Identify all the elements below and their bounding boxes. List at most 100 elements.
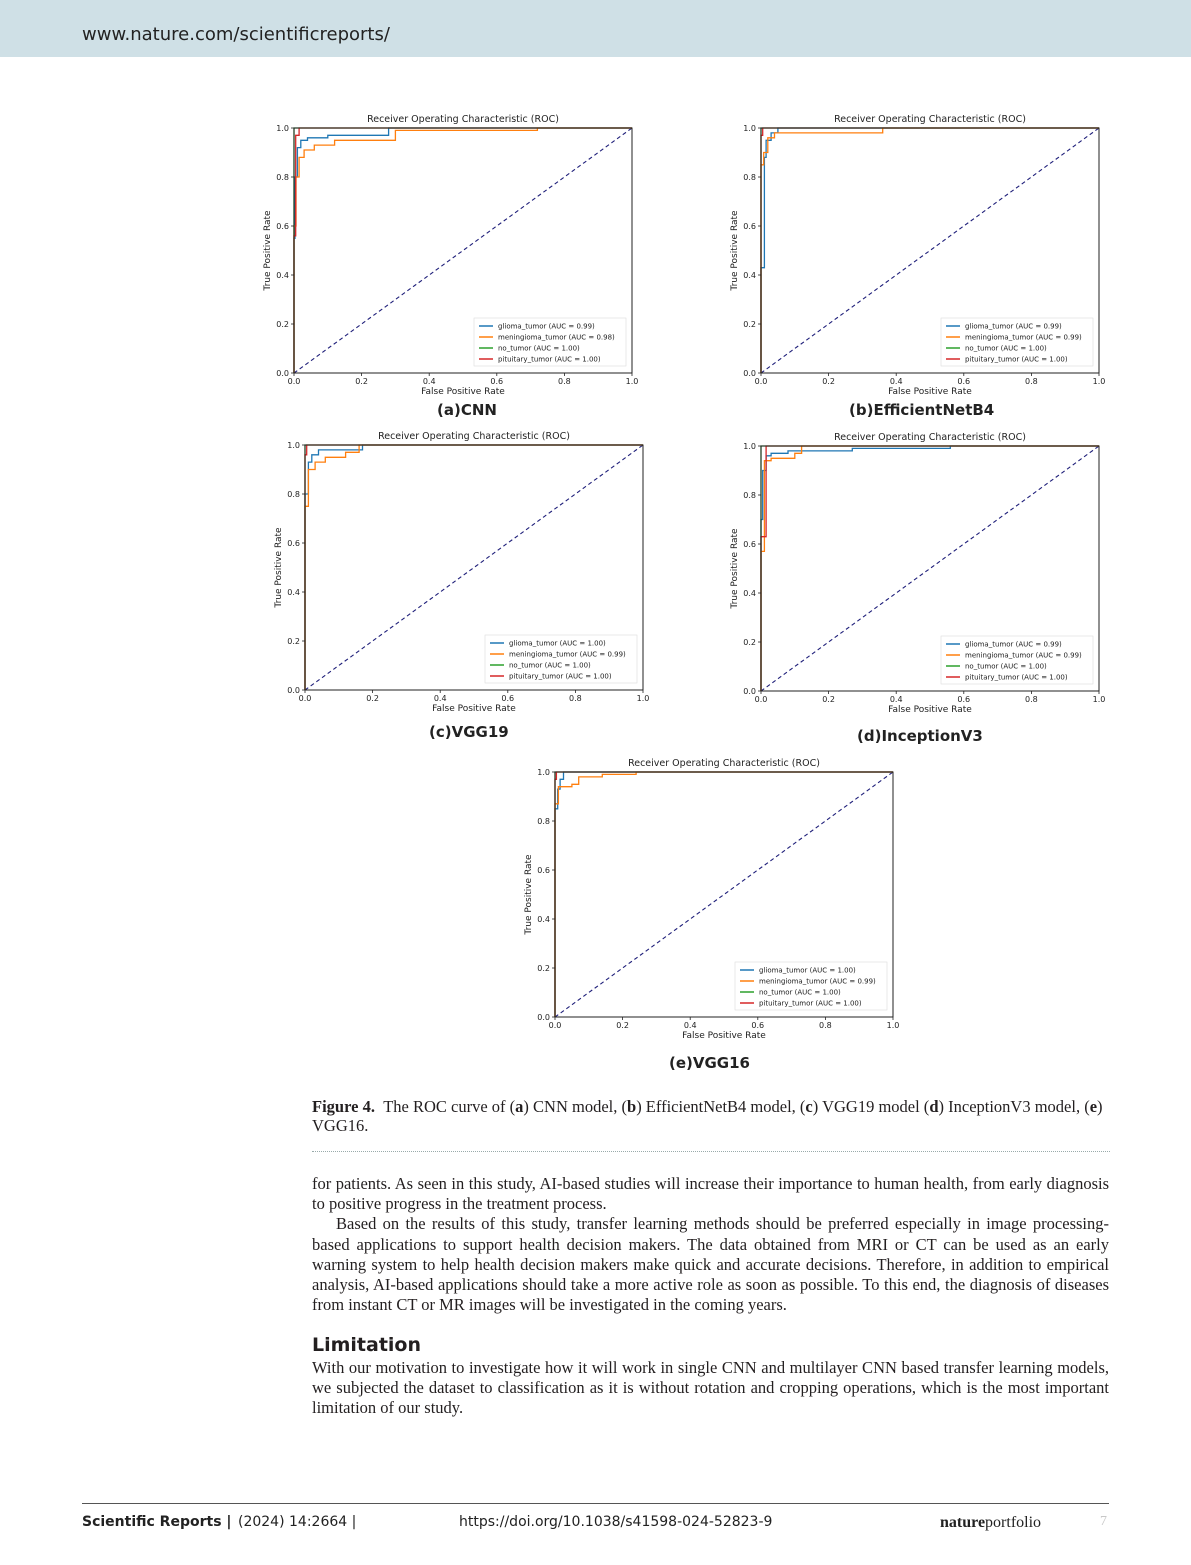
y-axis-label: True Positive Rate xyxy=(524,854,534,936)
x-tick-label: 0.2 xyxy=(616,1021,629,1030)
x-tick-label: 0.2 xyxy=(355,377,368,386)
footer-publisher-logo: natureportfolio xyxy=(940,1514,1041,1532)
roc-chart-efficientnetb4: Receiver Operating Characteristic (ROC) 0… xyxy=(730,114,1105,397)
x-tick-label: 0.2 xyxy=(822,377,835,386)
x-tick-label: 0.8 xyxy=(569,694,582,703)
roc-curve-meningioma-tumor xyxy=(760,445,1099,691)
x-tick-label: 0.6 xyxy=(490,377,503,386)
y-tick-label: 0.0 xyxy=(743,687,756,696)
page-number: 7 xyxy=(1100,1514,1107,1529)
caption-k4: d xyxy=(929,1097,939,1116)
x-tick-label: 0.4 xyxy=(684,1021,697,1030)
y-tick-label: 0.0 xyxy=(276,369,289,378)
x-tick-label: 0.0 xyxy=(299,694,312,703)
x-tick-label: 0.2 xyxy=(366,694,379,703)
y-tick-label: 0.0 xyxy=(537,1013,550,1022)
roc-curve-glioma-tumor xyxy=(760,445,1099,691)
x-tick-label: 0.4 xyxy=(890,695,903,704)
y-tick-label: 0.4 xyxy=(537,915,550,924)
x-tick-label: 1.0 xyxy=(626,377,639,386)
caption-divider xyxy=(312,1151,1110,1152)
legend-entry-no-tumor: no_tumor (AUC = 1.00) xyxy=(509,662,591,670)
footer-rule xyxy=(82,1503,1109,1504)
y-tick-label: 0.6 xyxy=(537,866,550,875)
header-url[interactable]: www.nature.com/scientificreports/ xyxy=(82,24,390,45)
legend-entry-no-tumor: no_tumor (AUC = 1.00) xyxy=(965,663,1047,671)
chart-title: Receiver Operating Characteristic (ROC) xyxy=(367,114,559,125)
y-tick-label: 0.2 xyxy=(743,320,756,329)
y-tick-label: 0.6 xyxy=(287,539,300,548)
y-tick-label: 0.0 xyxy=(743,369,756,378)
x-tick-label: 0.0 xyxy=(288,377,301,386)
panel-label-vgg19: (c)VGG19 xyxy=(429,723,509,741)
x-tick-label: 0.0 xyxy=(549,1021,562,1030)
paragraph-2: Based on the results of this study, tran… xyxy=(312,1214,1109,1315)
y-axis-label: True Positive Rate xyxy=(730,528,740,610)
x-tick-label: 0.4 xyxy=(423,377,436,386)
roc-curve-meningioma-tumor xyxy=(760,127,1099,373)
body-text: for patients. As seen in this study, AI-… xyxy=(312,1174,1109,1315)
x-tick-label: 0.2 xyxy=(822,695,835,704)
chart-title: Receiver Operating Characteristic (ROC) xyxy=(378,431,570,442)
legend-entry-glioma-tumor: glioma_tumor (AUC = 0.99) xyxy=(498,323,595,331)
y-axis-label: True Positive Rate xyxy=(274,527,284,609)
legend-entry-pituitary-tumor: pituitary_tumor (AUC = 1.00) xyxy=(759,1000,862,1008)
legend-box xyxy=(940,317,1094,367)
y-tick-label: 0.2 xyxy=(743,638,756,647)
plot-frame xyxy=(760,127,1100,374)
y-tick-label: 1.0 xyxy=(287,441,300,450)
y-tick-label: 1.0 xyxy=(276,124,289,133)
x-tick-label: 1.0 xyxy=(1093,695,1106,704)
publisher-bold: nature xyxy=(940,1514,986,1531)
y-tick-label: 0.0 xyxy=(287,686,300,695)
caption-t6: ) VGG16. xyxy=(312,1097,1103,1135)
legend-entry-glioma-tumor: glioma_tumor (AUC = 0.99) xyxy=(965,323,1062,331)
caption-k1: a xyxy=(515,1097,524,1116)
footer-doi-link[interactable]: https://doi.org/10.1038/s41598-024-52823… xyxy=(459,1514,773,1530)
y-tick-label: 1.0 xyxy=(743,442,756,451)
x-tick-label: 0.4 xyxy=(434,694,447,703)
legend-entry-no-tumor: no_tumor (AUC = 1.00) xyxy=(759,989,841,997)
legend-entry-pituitary-tumor: pituitary_tumor (AUC = 1.00) xyxy=(498,356,601,364)
y-tick-label: 0.8 xyxy=(743,173,756,182)
x-tick-label: 1.0 xyxy=(887,1021,900,1030)
x-axis-label: False Positive Rate xyxy=(421,387,505,397)
legend-entry-glioma-tumor: glioma_tumor (AUC = 1.00) xyxy=(509,640,606,648)
x-tick-label: 0.6 xyxy=(501,694,514,703)
x-tick-label: 1.0 xyxy=(637,694,650,703)
y-tick-label: 0.4 xyxy=(287,588,300,597)
panel-label-vgg16: (e)VGG16 xyxy=(669,1054,750,1072)
legend-entry-meningioma-tumor: meningioma_tumor (AUC = 0.99) xyxy=(509,651,626,659)
chart-title: Receiver Operating Characteristic (ROC) xyxy=(628,758,820,769)
legend-entry-no-tumor: no_tumor (AUC = 1.00) xyxy=(965,345,1047,353)
legend-entry-pituitary-tumor: pituitary_tumor (AUC = 1.00) xyxy=(509,673,612,681)
x-tick-label: 0.8 xyxy=(819,1021,832,1030)
limitation-text: With our motivation to investigate how i… xyxy=(312,1358,1109,1419)
panel-label-efficientnetb4: (b)EfficientNetB4 xyxy=(849,401,995,419)
x-tick-label: 0.8 xyxy=(558,377,571,386)
legend-entry-meningioma-tumor: meningioma_tumor (AUC = 0.99) xyxy=(965,652,1082,660)
legend-box xyxy=(484,634,638,684)
x-tick-label: 0.0 xyxy=(755,695,768,704)
plot-frame xyxy=(760,445,1100,692)
chart-title: Receiver Operating Characteristic (ROC) xyxy=(834,432,1026,443)
y-tick-label: 0.4 xyxy=(276,271,289,280)
legend-entry-meningioma-tumor: meningioma_tumor (AUC = 0.99) xyxy=(965,334,1082,342)
x-tick-label: 0.6 xyxy=(751,1021,764,1030)
y-tick-label: 0.6 xyxy=(276,222,289,231)
roc-curve-glioma-tumor xyxy=(554,771,893,1017)
roc-curve-meningioma-tumor xyxy=(554,771,893,1017)
x-tick-label: 0.8 xyxy=(1025,377,1038,386)
caption-label: Figure 4. xyxy=(312,1097,375,1116)
y-tick-label: 0.8 xyxy=(276,173,289,182)
header-band xyxy=(0,0,1191,57)
roc-curve-glioma-tumor xyxy=(293,127,632,373)
legend-entry-glioma-tumor: glioma_tumor (AUC = 0.99) xyxy=(965,641,1062,649)
legend-entry-no-tumor: no_tumor (AUC = 1.00) xyxy=(498,345,580,353)
x-tick-label: 0.0 xyxy=(755,377,768,386)
caption-t5: ) InceptionV3 model, ( xyxy=(938,1097,1090,1116)
caption-k3: c xyxy=(805,1097,813,1116)
chart-title: Receiver Operating Characteristic (ROC) xyxy=(834,114,1026,125)
y-tick-label: 0.4 xyxy=(743,589,756,598)
legend-box xyxy=(473,317,627,367)
